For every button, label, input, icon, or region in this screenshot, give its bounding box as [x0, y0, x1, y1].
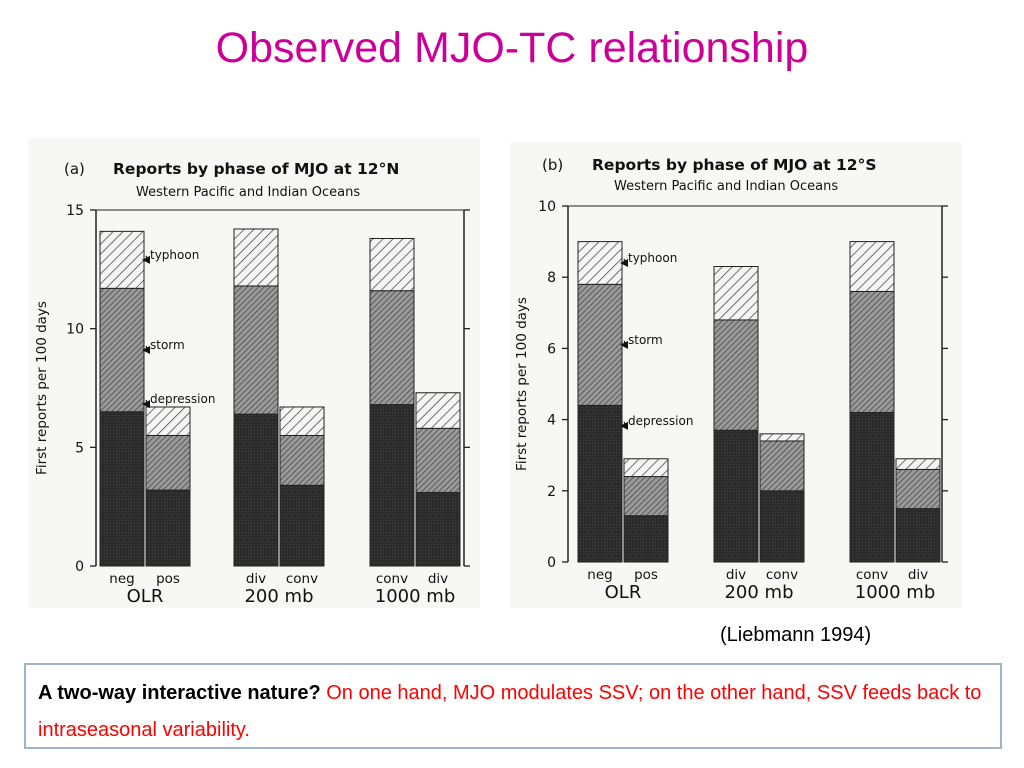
annotation-typhoon: typhoon	[628, 251, 677, 265]
x-tick-label: pos	[156, 571, 180, 587]
bar-storm	[849, 290, 895, 413]
y-tick-label: 4	[547, 413, 556, 429]
bar-typhoon	[145, 406, 191, 436]
x-tick-label: div	[726, 567, 746, 583]
bar-storm	[99, 287, 145, 413]
bar-depression	[415, 491, 461, 567]
bar-depression	[369, 404, 415, 567]
bar-storm	[895, 468, 941, 510]
x-tick-label: neg	[109, 571, 134, 587]
bar-storm	[577, 283, 623, 406]
group-label: 200 mb	[724, 582, 793, 603]
x-tick-label: neg	[587, 567, 612, 583]
citation: (Liebmann 1994)	[720, 624, 872, 646]
bar-typhoon	[759, 433, 805, 442]
bar-storm	[623, 476, 669, 517]
y-tick-label: 15	[66, 203, 84, 219]
annotation-depression: depression	[150, 392, 215, 406]
bar-depression	[99, 411, 145, 567]
bar-storm	[145, 434, 191, 491]
group-label: OLR	[605, 582, 642, 603]
arrow-head	[620, 258, 628, 267]
y-tick-label: 0	[547, 555, 556, 571]
arrow-head	[620, 340, 628, 349]
arrow-head	[142, 255, 150, 264]
annotation-storm: storm	[150, 338, 185, 352]
slide-title: Observed MJO-TC relationship	[215, 24, 809, 72]
note-body: On one hand, MJO modulates SSV; on the o…	[38, 682, 982, 741]
group-label: 1000 mb	[375, 586, 456, 607]
bar-depression	[849, 411, 895, 563]
x-tick-label: pos	[634, 567, 658, 583]
chart-subtitle: Western Pacific and Indian Oceans	[614, 179, 838, 194]
bar-typhoon	[713, 266, 759, 321]
bar-typhoon	[233, 228, 279, 287]
y-tick-label: 10	[538, 199, 556, 215]
bar-typhoon	[369, 237, 415, 292]
y-tick-label: 2	[547, 484, 556, 500]
bar-typhoon	[279, 406, 325, 436]
y-tick-label: 0	[75, 559, 84, 575]
chart-panel-b: (b) Reports by phase of MJO at 12°S Wester…	[510, 142, 962, 608]
group-label: OLR	[127, 586, 164, 607]
bar-typhoon	[415, 392, 461, 429]
y-tick-label: 5	[75, 440, 84, 456]
x-tick-label: conv	[766, 567, 798, 583]
bar-depression	[895, 508, 941, 563]
bar-depression	[713, 429, 759, 563]
bar-depression	[759, 490, 805, 563]
bar-storm	[759, 440, 805, 492]
y-tick-label: 6	[547, 341, 556, 357]
chart-title: Reports by phase of MJO at 12°S	[592, 156, 877, 174]
y-axis-label: First reports per 100 days	[34, 301, 50, 475]
chart-title: Reports by phase of MJO at 12°N	[113, 160, 399, 178]
bar-typhoon	[849, 241, 895, 292]
x-tick-label: conv	[376, 571, 408, 587]
panel-label: (a)	[64, 160, 85, 178]
arrow-head	[620, 421, 628, 430]
arrow-head	[142, 346, 150, 355]
x-tick-label: div	[428, 571, 448, 587]
bar-depression	[145, 489, 191, 567]
bar-typhoon	[577, 241, 623, 285]
bar-depression	[233, 413, 279, 567]
bar-storm	[415, 427, 461, 493]
note-box: A two-way interactive nature? On one han…	[24, 663, 1002, 749]
panel-label: (b)	[542, 156, 563, 174]
chart-panel-a: (a) Reports by phase of MJO at 12°N Wester…	[28, 138, 480, 608]
y-tick-label: 10	[66, 322, 84, 338]
x-tick-label: div	[246, 571, 266, 587]
group-label: 1000 mb	[855, 582, 936, 603]
annotation-storm: storm	[628, 333, 663, 347]
annotation-depression: depression	[628, 414, 693, 428]
bar-typhoon	[895, 458, 941, 470]
bar-depression	[577, 404, 623, 563]
chart-subtitle: Western Pacific and Indian Oceans	[136, 185, 360, 200]
bar-storm	[279, 434, 325, 486]
note-lead: A two-way interactive nature?	[38, 682, 321, 704]
annotation-typhoon: typhoon	[150, 248, 199, 262]
chart-b-svg: (b) Reports by phase of MJO at 12°S Wester…	[514, 156, 948, 603]
bar-depression	[623, 515, 669, 563]
x-tick-label: conv	[286, 571, 318, 587]
x-tick-label: div	[908, 567, 928, 583]
y-axis-label: First reports per 100 days	[514, 297, 530, 471]
bar-typhoon	[623, 458, 669, 478]
y-tick-label: 8	[547, 270, 556, 286]
bar-depression	[279, 484, 325, 567]
bar-storm	[369, 290, 415, 406]
bar-storm	[713, 319, 759, 431]
arrow-head	[142, 400, 150, 409]
bar-storm	[233, 285, 279, 415]
chart-a-svg: (a) Reports by phase of MJO at 12°N Wester…	[34, 160, 470, 607]
group-label: 200 mb	[244, 586, 313, 607]
bar-typhoon	[99, 230, 145, 289]
x-tick-label: conv	[856, 567, 888, 583]
